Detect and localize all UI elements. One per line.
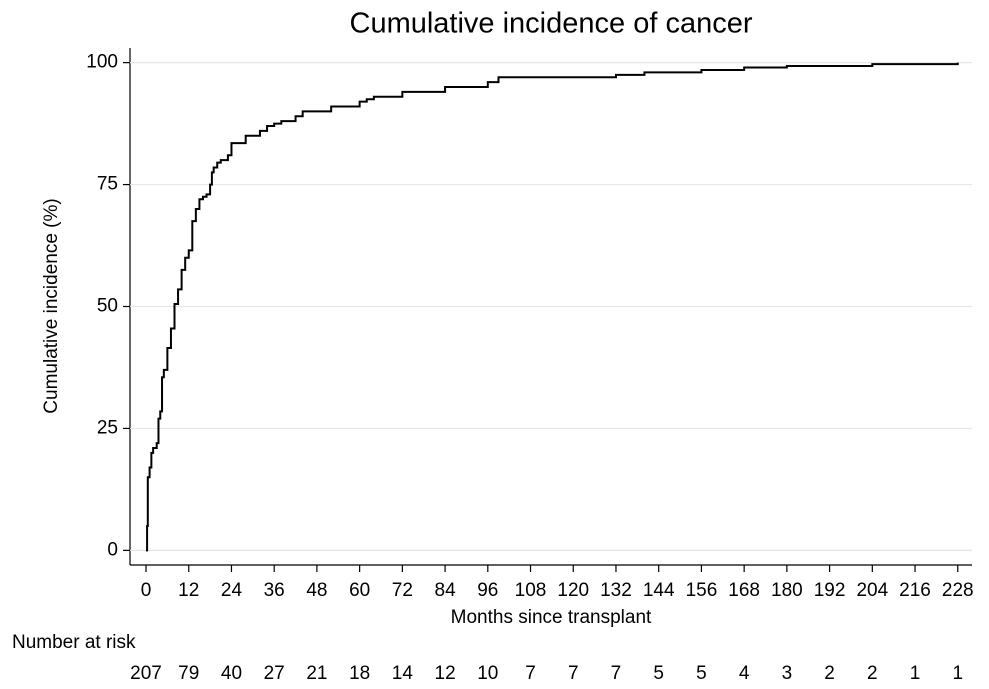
risk-count: 27 <box>264 663 285 684</box>
risk-count: 79 <box>178 663 199 684</box>
risk-count: 2 <box>824 663 835 684</box>
x-tick-label: 12 <box>178 580 199 601</box>
risk-count: 21 <box>306 663 327 684</box>
x-tick-label: 180 <box>771 580 803 601</box>
y-tick-label: 0 <box>107 539 118 560</box>
x-tick-label: 192 <box>814 580 846 601</box>
risk-count: 18 <box>349 663 370 684</box>
risk-table-label: Number at risk <box>12 632 136 653</box>
risk-count: 5 <box>653 663 664 684</box>
y-tick-label: 75 <box>97 174 118 195</box>
risk-count: 5 <box>696 663 707 684</box>
risk-count: 1 <box>952 663 963 684</box>
x-tick-label: 60 <box>349 580 370 601</box>
x-tick-label: 168 <box>728 580 760 601</box>
x-tick-label: 24 <box>221 580 243 601</box>
x-tick-label: 216 <box>899 580 931 601</box>
risk-count: 7 <box>568 663 579 684</box>
risk-count: 7 <box>525 663 536 684</box>
y-tick-label: 25 <box>97 417 118 438</box>
x-tick-label: 96 <box>477 580 498 601</box>
risk-count: 2 <box>867 663 878 684</box>
y-axis-title: Cumulative incidence (%) <box>41 198 62 413</box>
x-axis-title: Months since transplant <box>451 607 652 628</box>
x-tick-label: 36 <box>264 580 285 601</box>
chart-title: Cumulative incidence of cancer <box>350 8 753 40</box>
risk-count: 10 <box>477 663 498 684</box>
x-tick-label: 144 <box>643 580 675 601</box>
x-tick-label: 72 <box>392 580 413 601</box>
x-tick-label: 108 <box>515 580 547 601</box>
x-tick-label: 132 <box>600 580 632 601</box>
y-tick-label: 50 <box>97 296 118 317</box>
x-tick-label: 228 <box>942 580 974 601</box>
y-tick-label: 100 <box>86 52 118 73</box>
x-tick-label: 204 <box>856 580 888 601</box>
risk-count: 14 <box>392 663 414 684</box>
risk-count: 7 <box>611 663 622 684</box>
x-tick-label: 84 <box>435 580 457 601</box>
x-tick-label: 0 <box>141 580 152 601</box>
x-tick-label: 120 <box>557 580 589 601</box>
risk-count: 1 <box>910 663 921 684</box>
risk-count: 12 <box>435 663 456 684</box>
x-tick-label: 156 <box>686 580 718 601</box>
risk-count: 3 <box>782 663 793 684</box>
step-line <box>146 62 959 552</box>
x-tick-label: 48 <box>306 580 327 601</box>
risk-count: 4 <box>739 663 750 684</box>
risk-count: 40 <box>221 663 242 684</box>
risk-count: 207 <box>130 663 162 684</box>
